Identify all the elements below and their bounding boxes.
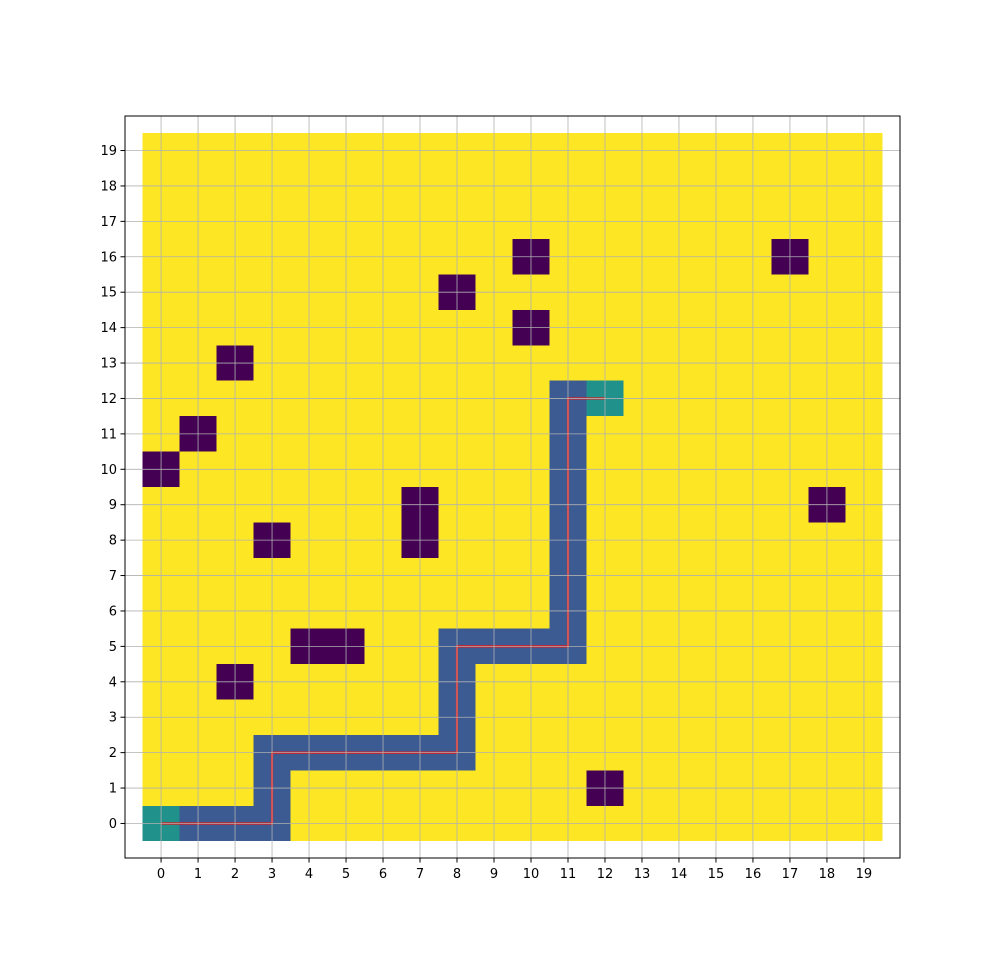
y-tick-label: 11 — [100, 427, 117, 442]
y-tick-label: 17 — [100, 215, 117, 230]
x-tick-label: 6 — [379, 867, 387, 882]
y-tick-label: 12 — [100, 392, 117, 407]
axes-frame — [124, 115, 901, 859]
y-tick-label: 4 — [109, 675, 117, 690]
y-tick-label: 2 — [109, 746, 117, 761]
y-tick-label: 3 — [109, 711, 117, 726]
x-tick-label: 18 — [819, 867, 836, 882]
y-tick-label: 14 — [100, 321, 117, 336]
y-tick-label: 18 — [100, 179, 117, 194]
x-tick-label: 17 — [782, 867, 799, 882]
y-tick-label: 0 — [109, 817, 117, 832]
x-tick-label: 13 — [634, 867, 651, 882]
y-tick-label: 19 — [100, 144, 117, 159]
x-tick-label: 1 — [194, 867, 202, 882]
x-tick-label: 5 — [342, 867, 350, 882]
x-tick-label: 8 — [453, 867, 461, 882]
x-tick-label: 15 — [708, 867, 725, 882]
heatmap-cells — [142, 132, 883, 842]
y-tick-label: 10 — [100, 463, 117, 478]
x-tick-label: 10 — [523, 867, 540, 882]
x-tick-label: 0 — [157, 867, 165, 882]
x-tick-label: 14 — [671, 867, 688, 882]
y-tick-label: 5 — [109, 640, 117, 655]
x-tick-label: 16 — [745, 867, 762, 882]
x-tick-label: 3 — [268, 867, 276, 882]
x-tick-label: 11 — [560, 867, 577, 882]
y-tick-label: 7 — [109, 569, 117, 584]
x-tick-label: 12 — [597, 867, 614, 882]
y-tick-label: 6 — [109, 604, 117, 619]
x-tick-label: 2 — [231, 867, 239, 882]
x-tick-label: 9 — [490, 867, 498, 882]
y-tick-label: 8 — [109, 534, 117, 549]
x-tick-label: 7 — [416, 867, 424, 882]
x-tick-label: 4 — [305, 867, 313, 882]
y-tick-label: 15 — [100, 286, 117, 301]
y-tick-label: 9 — [109, 498, 117, 513]
x-axis-ticks: 0 1 2 3 4 5 6 7 8 9 10 11 12 13 14 15 16 17 18 19 — [157, 858, 872, 882]
y-tick-label: 1 — [109, 782, 117, 797]
y-tick-label: 16 — [100, 250, 117, 265]
y-tick-label: 13 — [100, 357, 117, 372]
gridlines — [125, 116, 900, 858]
x-tick-label: 19 — [856, 867, 873, 882]
